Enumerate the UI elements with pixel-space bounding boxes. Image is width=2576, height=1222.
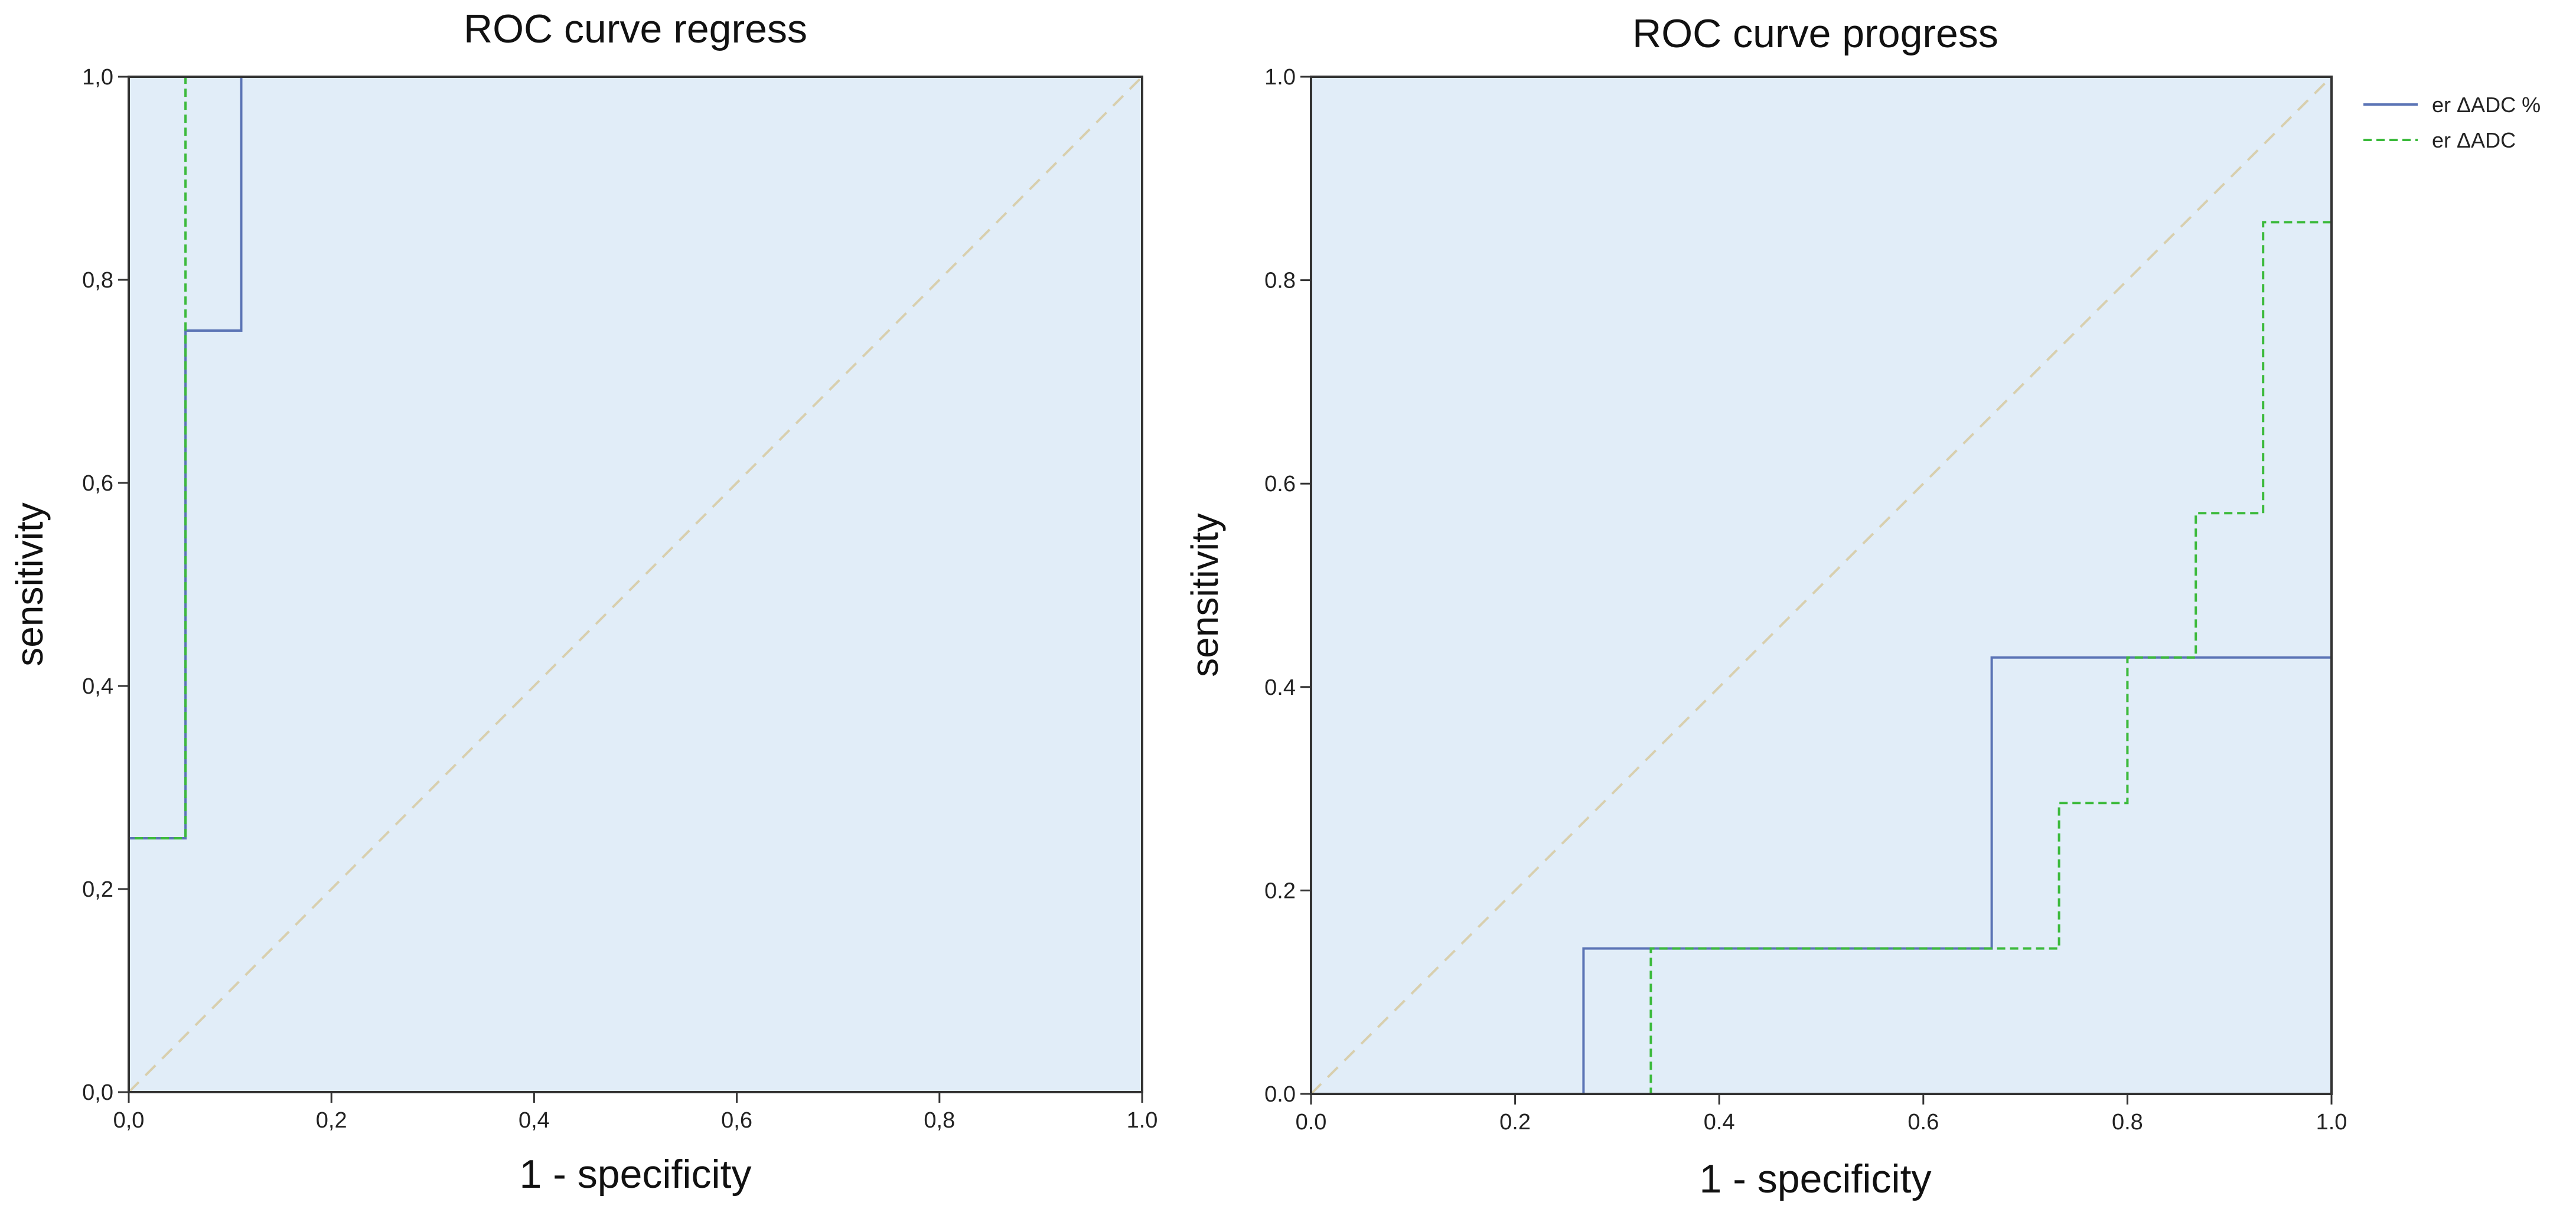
- reference-diagonal: [1310, 76, 2333, 1095]
- legend: er ΔADC % er ΔADC: [2363, 93, 2541, 152]
- x-tick-label: 0.4: [1704, 1110, 1735, 1135]
- x-axis-ticks: 0.0 0.2 0.4 0.6 0.8 1.0: [1296, 1094, 2347, 1135]
- reference-diagonal: [128, 76, 1143, 1093]
- x-tick-label: 0,2: [316, 1108, 347, 1133]
- legend-label-er-adc: er ΔADC: [2432, 128, 2516, 152]
- y-tick-label: 0,6: [82, 471, 113, 496]
- y-tick-label: 0.0: [1264, 1082, 1296, 1107]
- y-tick-label: 0.2: [1264, 878, 1296, 903]
- y-tick-label: 0,8: [82, 268, 113, 293]
- y-axis-ticks: 0,0 0,2 0,4 0,6 0,8 1,0: [82, 65, 129, 1105]
- x-tick-label: 0.6: [1907, 1110, 1939, 1135]
- x-tick-label: 1.0: [2316, 1110, 2347, 1135]
- roc-regress-chart: 0,0 0,2 0,4 0,6 0,8 1.0 0,0 0,2 0,4 0,6 0,8 1,0 RO…: [8, 6, 1157, 1197]
- chart-title: ROC curve regress: [464, 6, 807, 51]
- y-tick-label: 0,2: [82, 877, 113, 902]
- plot-frame: [128, 76, 1143, 1093]
- x-tick-label: 0.2: [1499, 1110, 1531, 1135]
- chart-title: ROC curve progress: [1632, 11, 1998, 56]
- y-axis-ticks: 0.0 0.2 0.4 0.6 0.8 1.0: [1264, 65, 1311, 1107]
- x-tick-label: 0.0: [1296, 1110, 1327, 1135]
- x-tick-label: 0,0: [113, 1108, 145, 1133]
- x-tick-label: 0.8: [2112, 1110, 2143, 1135]
- series-line-er-adc: [1311, 221, 2332, 1095]
- y-tick-label: 0.6: [1264, 472, 1296, 496]
- x-tick-label: 1.0: [1127, 1108, 1158, 1133]
- x-axis-label: 1 - specificity: [520, 1152, 752, 1197]
- y-tick-label: 0,4: [82, 674, 113, 699]
- y-tick-label: 0.4: [1264, 675, 1296, 700]
- plot-frame: [1310, 76, 2333, 1095]
- y-axis-label: sensitivity: [8, 502, 51, 666]
- y-axis-label: sensitivity: [1183, 513, 1226, 677]
- x-tick-label: 0,4: [519, 1108, 550, 1133]
- legend-label-er-adc-percent: er ΔADC %: [2432, 93, 2541, 117]
- y-tick-label: 1.0: [1264, 65, 1296, 90]
- y-tick-label: 0.8: [1264, 269, 1296, 293]
- x-axis-ticks: 0,0 0,2 0,4 0,6 0,8 1.0: [113, 1092, 1158, 1133]
- x-tick-label: 0,8: [924, 1108, 955, 1133]
- x-tick-label: 0,6: [721, 1108, 752, 1133]
- y-tick-label: 0,0: [82, 1080, 113, 1105]
- roc-progress-chart: 0.0 0.2 0.4 0.6 0.8 1.0 0.0 0.2 0.4 0.6 0.8 1.0 RO…: [1183, 11, 2347, 1201]
- y-tick-label: 1,0: [82, 65, 113, 90]
- x-axis-label: 1 - specificity: [1700, 1156, 1932, 1201]
